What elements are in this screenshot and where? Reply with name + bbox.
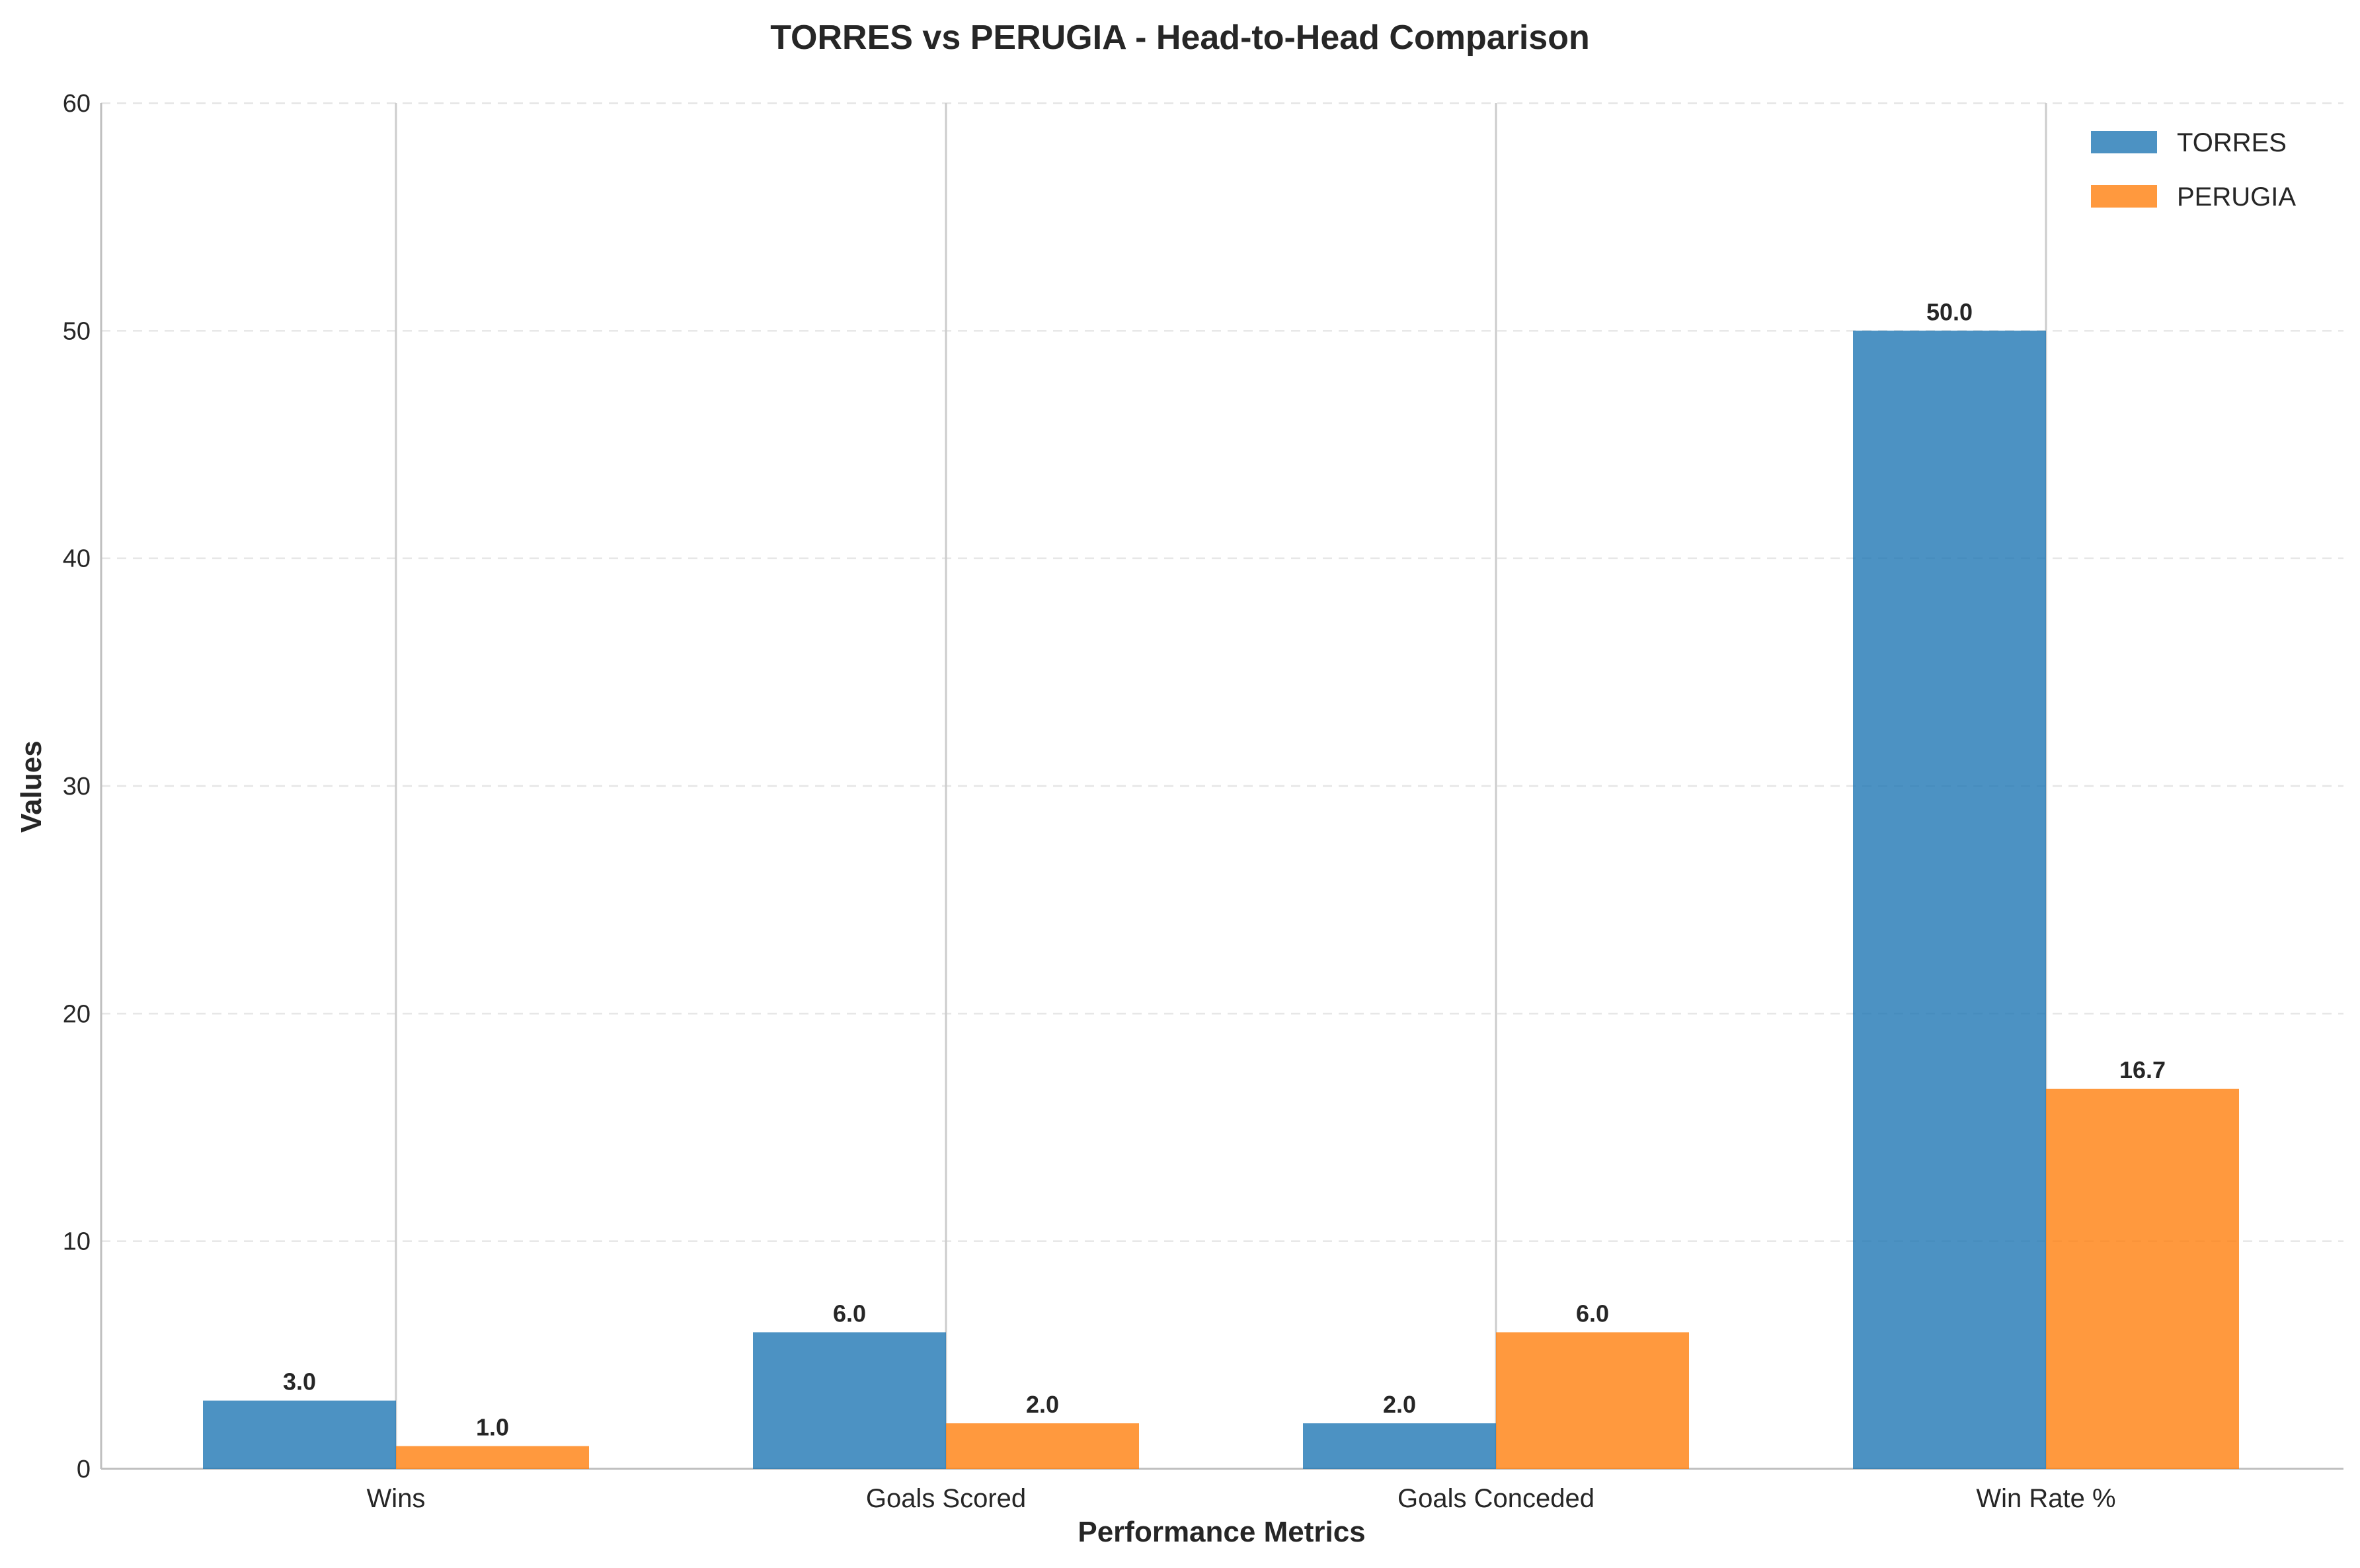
bar-torres [1853, 331, 2046, 1469]
x-tick-label: Goals Conceded [1397, 1484, 1594, 1513]
y-tick-label: 40 [63, 545, 91, 573]
x-tick-label: Goals Scored [866, 1484, 1026, 1513]
bar-value-label: 6.0 [1576, 1300, 1609, 1327]
bar-labels: 3.0 6.0 2.0 50.0 1.0 2.0 6.0 16.7 [283, 298, 2166, 1440]
bar-torres [1303, 1423, 1496, 1469]
bar-value-label: 16.7 [2119, 1056, 2166, 1083]
legend-label-perugia: PERUGIA [2177, 182, 2296, 212]
x-axis-label: Performance Metrics [1078, 1516, 1365, 1548]
y-tick-label: 60 [63, 90, 91, 118]
y-tick-label: 20 [63, 1000, 91, 1028]
bar-value-label: 2.0 [1383, 1391, 1416, 1418]
bar-value-label: 50.0 [1926, 298, 1973, 325]
bar-torres [203, 1400, 396, 1469]
y-tick-label: 0 [77, 1456, 91, 1483]
bar-value-label: 6.0 [833, 1300, 866, 1327]
bar-torres [753, 1332, 946, 1469]
chart-title: TORRES vs PERUGIA - Head-to-Head Compari… [770, 19, 1590, 57]
y-tick-label: 30 [63, 773, 91, 801]
y-tick-label: 10 [63, 1228, 91, 1256]
x-tick-label: Wins [367, 1484, 426, 1513]
ticks: 0 10 20 30 40 50 60 Wins Goals Scored Goals Conce… [63, 90, 2116, 1513]
bar-perugia [2046, 1088, 2239, 1469]
bar-perugia [396, 1446, 589, 1469]
y-axis-label: Values [15, 740, 48, 832]
bar-value-label: 3.0 [283, 1368, 316, 1395]
x-tick-label: Win Rate % [1976, 1484, 2115, 1513]
bars [203, 331, 2239, 1469]
bar-perugia [1496, 1332, 1689, 1469]
legend-swatch-torres [2091, 131, 2157, 153]
y-tick-label: 50 [63, 317, 91, 345]
legend-label-torres: TORRES [2177, 128, 2287, 157]
bar-value-label: 1.0 [476, 1414, 509, 1441]
bar-value-label: 2.0 [1026, 1391, 1059, 1418]
legend-swatch-perugia [2091, 185, 2157, 208]
legend: TORRES PERUGIA [2091, 128, 2296, 212]
bar-perugia [946, 1423, 1139, 1469]
